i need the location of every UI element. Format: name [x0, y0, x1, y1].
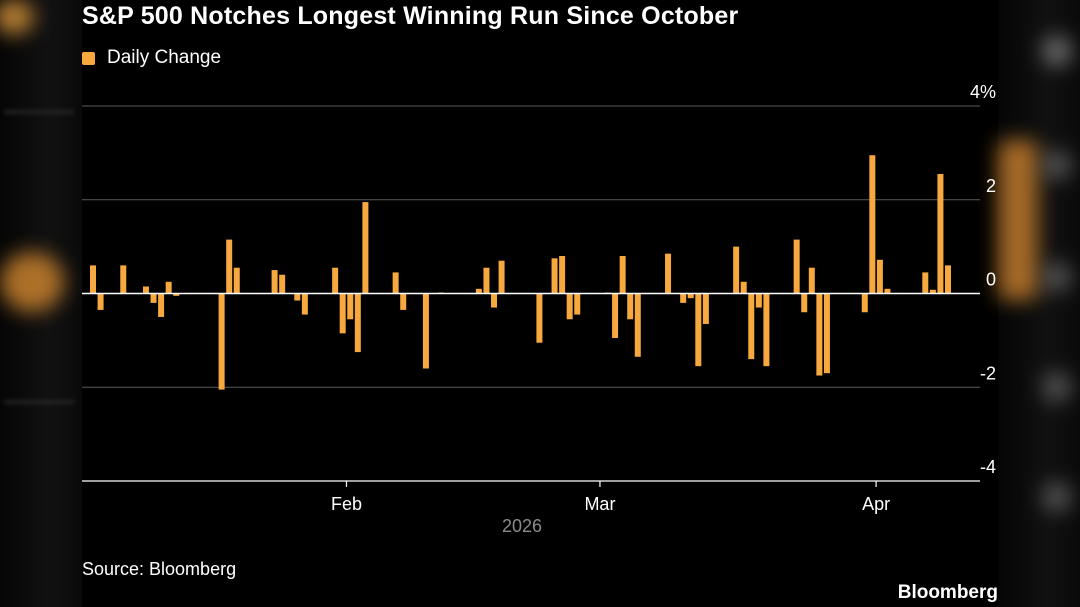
bar — [233, 267, 240, 294]
bar — [937, 173, 944, 294]
bar — [142, 286, 149, 294]
blur-blob — [1042, 482, 1072, 512]
bar — [816, 293, 823, 376]
bar — [392, 272, 399, 294]
blur-blob — [1042, 150, 1072, 180]
bar — [150, 293, 157, 303]
bar — [498, 260, 505, 294]
bar — [475, 288, 482, 294]
y-tick-label: 2 — [986, 176, 996, 196]
x-year-label: 2026 — [502, 516, 542, 536]
bar — [339, 293, 346, 334]
bar — [574, 293, 581, 315]
bar — [763, 293, 770, 367]
bar — [271, 270, 278, 294]
bar — [165, 281, 172, 294]
bloomberg-logo: Bloomberg — [897, 582, 998, 603]
legend-swatch — [82, 51, 95, 65]
bar — [90, 265, 96, 294]
blur-blob — [998, 140, 1038, 300]
x-tick-label: Feb — [331, 494, 362, 514]
bar — [680, 293, 687, 303]
bar — [347, 293, 354, 320]
bar — [536, 293, 543, 343]
bar — [695, 293, 702, 367]
left-blur-panel — [0, 0, 82, 607]
bar — [491, 293, 498, 308]
bar — [173, 293, 180, 296]
bar — [702, 293, 709, 324]
blur-blob — [0, 0, 34, 34]
blur-blob — [4, 110, 74, 114]
x-tick-label: Apr — [862, 494, 890, 514]
blur-blob — [0, 252, 64, 312]
y-tick-label: 0 — [986, 270, 996, 290]
bar — [748, 293, 755, 360]
bar — [634, 293, 641, 357]
bar — [755, 293, 762, 308]
bar — [929, 289, 936, 294]
y-tick-label: 4% — [970, 82, 996, 102]
y-tick-label: -4 — [980, 457, 996, 477]
bar — [823, 293, 830, 374]
bar — [733, 246, 740, 294]
bar — [226, 239, 233, 294]
bar — [97, 293, 104, 310]
blur-blob — [4, 400, 74, 404]
bar — [884, 288, 891, 294]
bar — [627, 293, 634, 320]
bar — [566, 293, 573, 320]
right-blur-panel — [998, 0, 1080, 607]
blur-blob — [1042, 36, 1072, 66]
bar — [483, 267, 490, 294]
legend: Daily Change — [82, 46, 221, 70]
bar — [400, 293, 407, 310]
bar — [619, 256, 626, 294]
y-tick-label: -2 — [980, 363, 996, 383]
chart-title: S&P 500 Notches Longest Winning Run Sinc… — [82, 2, 739, 30]
bar — [218, 293, 225, 390]
bar — [861, 293, 868, 313]
bar — [332, 267, 339, 294]
source-note: Source: Bloomberg — [82, 559, 237, 579]
bar — [740, 281, 747, 294]
bar — [279, 274, 286, 294]
bar — [612, 293, 619, 339]
bar — [158, 293, 165, 317]
bar — [120, 265, 127, 294]
bar — [354, 293, 361, 353]
bar — [551, 258, 558, 294]
bar — [945, 265, 951, 294]
bar — [301, 293, 308, 315]
bar — [922, 272, 929, 294]
bar — [876, 259, 883, 294]
x-tick-label: Mar — [584, 494, 615, 514]
bar — [687, 293, 694, 299]
bar — [801, 293, 808, 313]
blur-blob — [1042, 262, 1072, 292]
bar — [808, 267, 815, 294]
bar — [559, 256, 566, 294]
bar — [869, 155, 876, 294]
bar — [422, 293, 429, 369]
bar — [362, 202, 369, 294]
bar — [793, 239, 800, 294]
bar — [665, 253, 672, 294]
bar — [294, 293, 301, 301]
blur-blob — [1042, 372, 1072, 402]
legend-label: Daily Change — [107, 47, 222, 68]
